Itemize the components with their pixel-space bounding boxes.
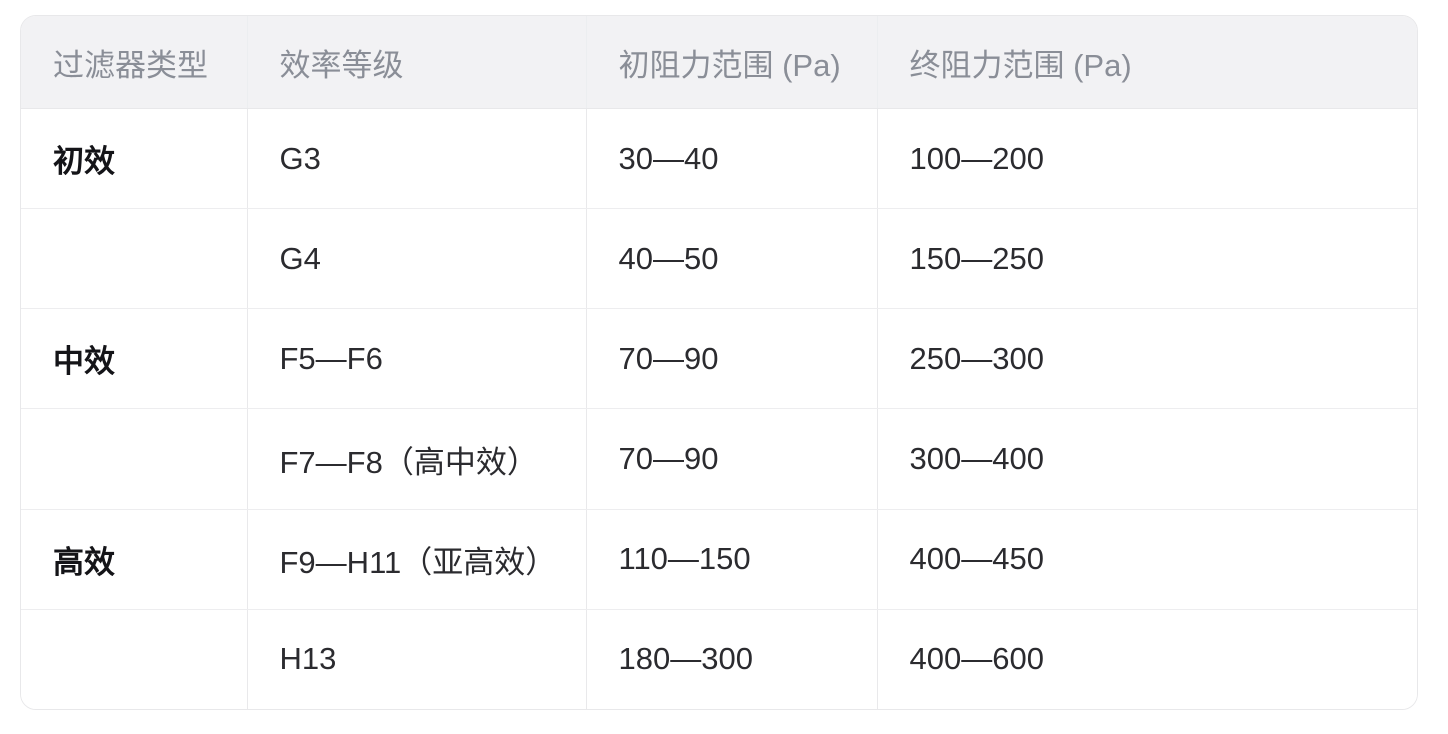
header-row: 过滤器类型 效率等级 初阻力范围 (Pa) 终阻力范围 (Pa) (21, 16, 1417, 109)
table-body: 初效 G3 30—40 100—200 G4 40—50 150—250 中效 … (21, 108, 1417, 709)
cell-initial-resistance: 110—150 (585, 509, 877, 610)
table-row: 中效 F5—F6 70—90 250—300 (21, 308, 1417, 410)
table-row: G4 40—50 150—250 (21, 208, 1417, 310)
cell-filter-type: 初效 (21, 108, 247, 210)
cell-initial-resistance: 70—90 (585, 308, 877, 410)
cell-final-resistance: 100—200 (876, 108, 1417, 210)
header-cell-initial-resistance: 初阻力范围 (Pa) (585, 16, 877, 109)
filter-resistance-table-card: 过滤器类型 效率等级 初阻力范围 (Pa) 终阻力范围 (Pa) 初效 G3 3… (20, 15, 1418, 710)
cell-initial-resistance: 40—50 (585, 208, 877, 310)
header-cell-efficiency-grade: 效率等级 (246, 16, 586, 109)
cell-initial-resistance: 180—300 (585, 609, 877, 709)
table-row: H13 180—300 400—600 (21, 609, 1417, 709)
table-row: 高效 F9—H11（亚高效） 110—150 400—450 (21, 509, 1417, 610)
cell-efficiency-grade: F7—F8（高中效） (246, 408, 586, 510)
cell-efficiency-grade: H13 (246, 609, 586, 709)
cell-filter-type (21, 208, 247, 310)
cell-filter-type (21, 408, 247, 510)
cell-final-resistance: 400—450 (876, 509, 1417, 610)
cell-efficiency-grade: F5—F6 (246, 308, 586, 410)
cell-efficiency-grade: F9—H11（亚高效） (246, 509, 586, 610)
cell-final-resistance: 250—300 (876, 308, 1417, 410)
cell-final-resistance: 300—400 (876, 408, 1417, 510)
table-header: 过滤器类型 效率等级 初阻力范围 (Pa) 终阻力范围 (Pa) (21, 16, 1417, 109)
cell-initial-resistance: 30—40 (585, 108, 877, 210)
header-cell-final-resistance: 终阻力范围 (Pa) (876, 16, 1417, 109)
filter-resistance-table: 过滤器类型 效率等级 初阻力范围 (Pa) 终阻力范围 (Pa) 初效 G3 3… (21, 16, 1417, 709)
cell-initial-resistance: 70—90 (585, 408, 877, 510)
cell-final-resistance: 150—250 (876, 208, 1417, 310)
cell-filter-type: 中效 (21, 308, 247, 410)
cell-efficiency-grade: G4 (246, 208, 586, 310)
cell-filter-type (21, 609, 247, 709)
table-row: 初效 G3 30—40 100—200 (21, 108, 1417, 210)
cell-final-resistance: 400—600 (876, 609, 1417, 709)
table-row: F7—F8（高中效） 70—90 300—400 (21, 408, 1417, 510)
cell-filter-type: 高效 (21, 509, 247, 610)
cell-efficiency-grade: G3 (246, 108, 586, 210)
header-cell-filter-type: 过滤器类型 (21, 16, 247, 109)
